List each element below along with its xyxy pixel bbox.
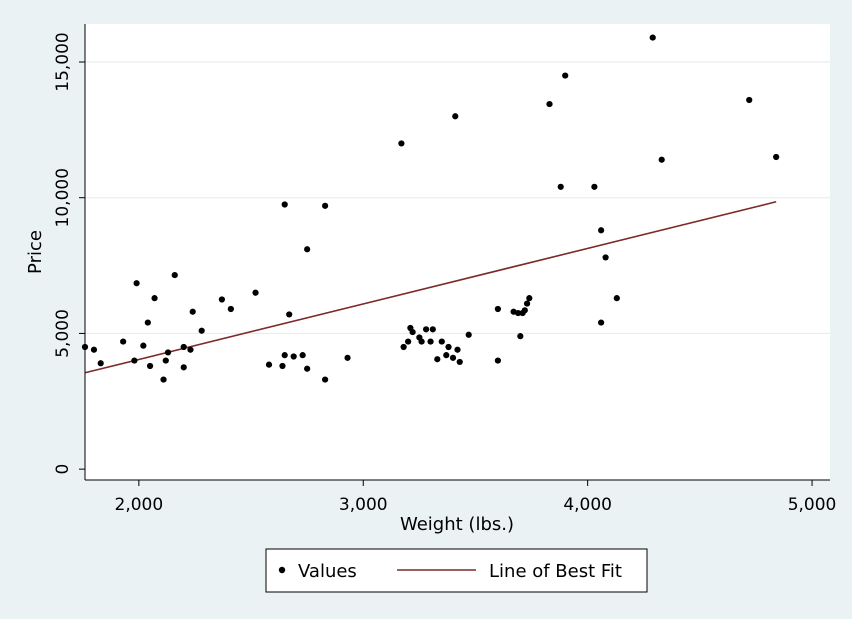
x-tick-label-0: 2,000 [115, 495, 164, 515]
data-point-14 [180, 343, 187, 351]
data-point-9 [151, 295, 158, 302]
data-point-11 [162, 357, 169, 364]
data-point-43 [429, 326, 436, 333]
y-axis-ticks: 0 5,000 10,000 15,000 [53, 32, 85, 475]
data-point-36 [405, 338, 412, 345]
data-point-7 [144, 319, 151, 326]
data-point-15 [180, 364, 187, 371]
y-tick-label-0: 0 [53, 464, 73, 475]
data-point-62 [546, 100, 553, 108]
data-point-51 [456, 358, 463, 366]
y-tick-label-1: 5,000 [53, 309, 73, 358]
x-axis-ticks: 2,000 3,000 4,000 5,000 [115, 480, 837, 515]
data-point-72 [746, 96, 753, 104]
data-point-66 [598, 319, 605, 326]
data-point-27 [290, 353, 297, 360]
x-axis-title: Weight (lbs.) [400, 514, 514, 535]
legend-label-values: Values [298, 561, 357, 582]
data-point-20 [227, 305, 234, 313]
legend-label-fit-line: Line of Best Fit [489, 561, 622, 582]
scatter-points [81, 34, 780, 383]
data-point-22 [265, 361, 273, 368]
data-point-64 [562, 72, 569, 79]
data-point-18 [198, 327, 205, 334]
legend-marker-values [278, 566, 286, 574]
x-tick-label-1: 3,000 [339, 495, 388, 515]
data-point-28 [299, 352, 306, 359]
data-point-5 [133, 280, 140, 287]
data-point-16 [187, 346, 194, 353]
data-point-40 [418, 338, 425, 345]
data-point-57 [517, 333, 524, 340]
data-point-67 [598, 227, 605, 234]
data-point-8 [146, 362, 154, 370]
data-point-45 [438, 338, 445, 345]
data-point-2 [97, 360, 104, 367]
data-point-54 [494, 305, 501, 313]
data-point-60 [523, 300, 531, 307]
data-point-65 [591, 183, 598, 190]
data-point-50 [454, 346, 461, 353]
data-point-38 [409, 328, 416, 336]
data-point-19 [218, 296, 225, 303]
data-point-61 [526, 295, 533, 302]
data-point-71 [658, 156, 665, 163]
data-point-47 [445, 343, 452, 351]
data-point-29 [304, 365, 311, 372]
x-tick-label-2: 4,000 [563, 495, 612, 515]
data-point-68 [602, 254, 609, 261]
data-point-24 [281, 352, 288, 359]
data-point-73 [773, 153, 780, 161]
y-tick-label-2: 10,000 [53, 168, 73, 227]
legend: Values Line of Best Fit [265, 548, 648, 593]
data-point-53 [494, 357, 501, 364]
data-point-44 [434, 356, 441, 363]
x-tick-label-3: 5,000 [788, 495, 837, 515]
data-point-17 [189, 308, 196, 315]
data-point-31 [322, 376, 329, 383]
data-point-49 [452, 113, 459, 120]
data-point-4 [131, 357, 138, 364]
data-point-12 [164, 349, 172, 356]
data-point-70 [649, 34, 656, 41]
data-point-1 [90, 346, 98, 353]
data-point-26 [286, 311, 293, 318]
data-point-59 [521, 307, 528, 314]
data-point-42 [427, 338, 434, 345]
data-point-25 [281, 201, 288, 208]
data-point-30 [304, 246, 311, 253]
y-tick-label-3: 15,000 [53, 32, 73, 91]
data-point-34 [398, 140, 405, 147]
fit-line-layer [84, 201, 777, 374]
data-point-33 [344, 354, 351, 361]
gridlines [85, 61, 830, 335]
data-point-48 [449, 354, 457, 361]
data-point-35 [400, 343, 407, 351]
data-point-32 [322, 202, 329, 209]
data-point-10 [160, 376, 167, 383]
data-point-6 [140, 342, 147, 349]
data-point-69 [613, 295, 620, 302]
data-point-52 [465, 331, 472, 338]
data-point-41 [422, 326, 430, 333]
data-point-23 [279, 362, 286, 370]
data-point-63 [557, 183, 564, 190]
plot-area [85, 24, 830, 480]
data-point-46 [443, 352, 450, 359]
data-point-13 [171, 271, 178, 279]
data-point-56 [514, 309, 522, 317]
fit-line [84, 201, 777, 374]
data-point-21 [252, 289, 259, 296]
y-axis-title: Price [25, 230, 46, 274]
data-point-3 [120, 338, 127, 345]
